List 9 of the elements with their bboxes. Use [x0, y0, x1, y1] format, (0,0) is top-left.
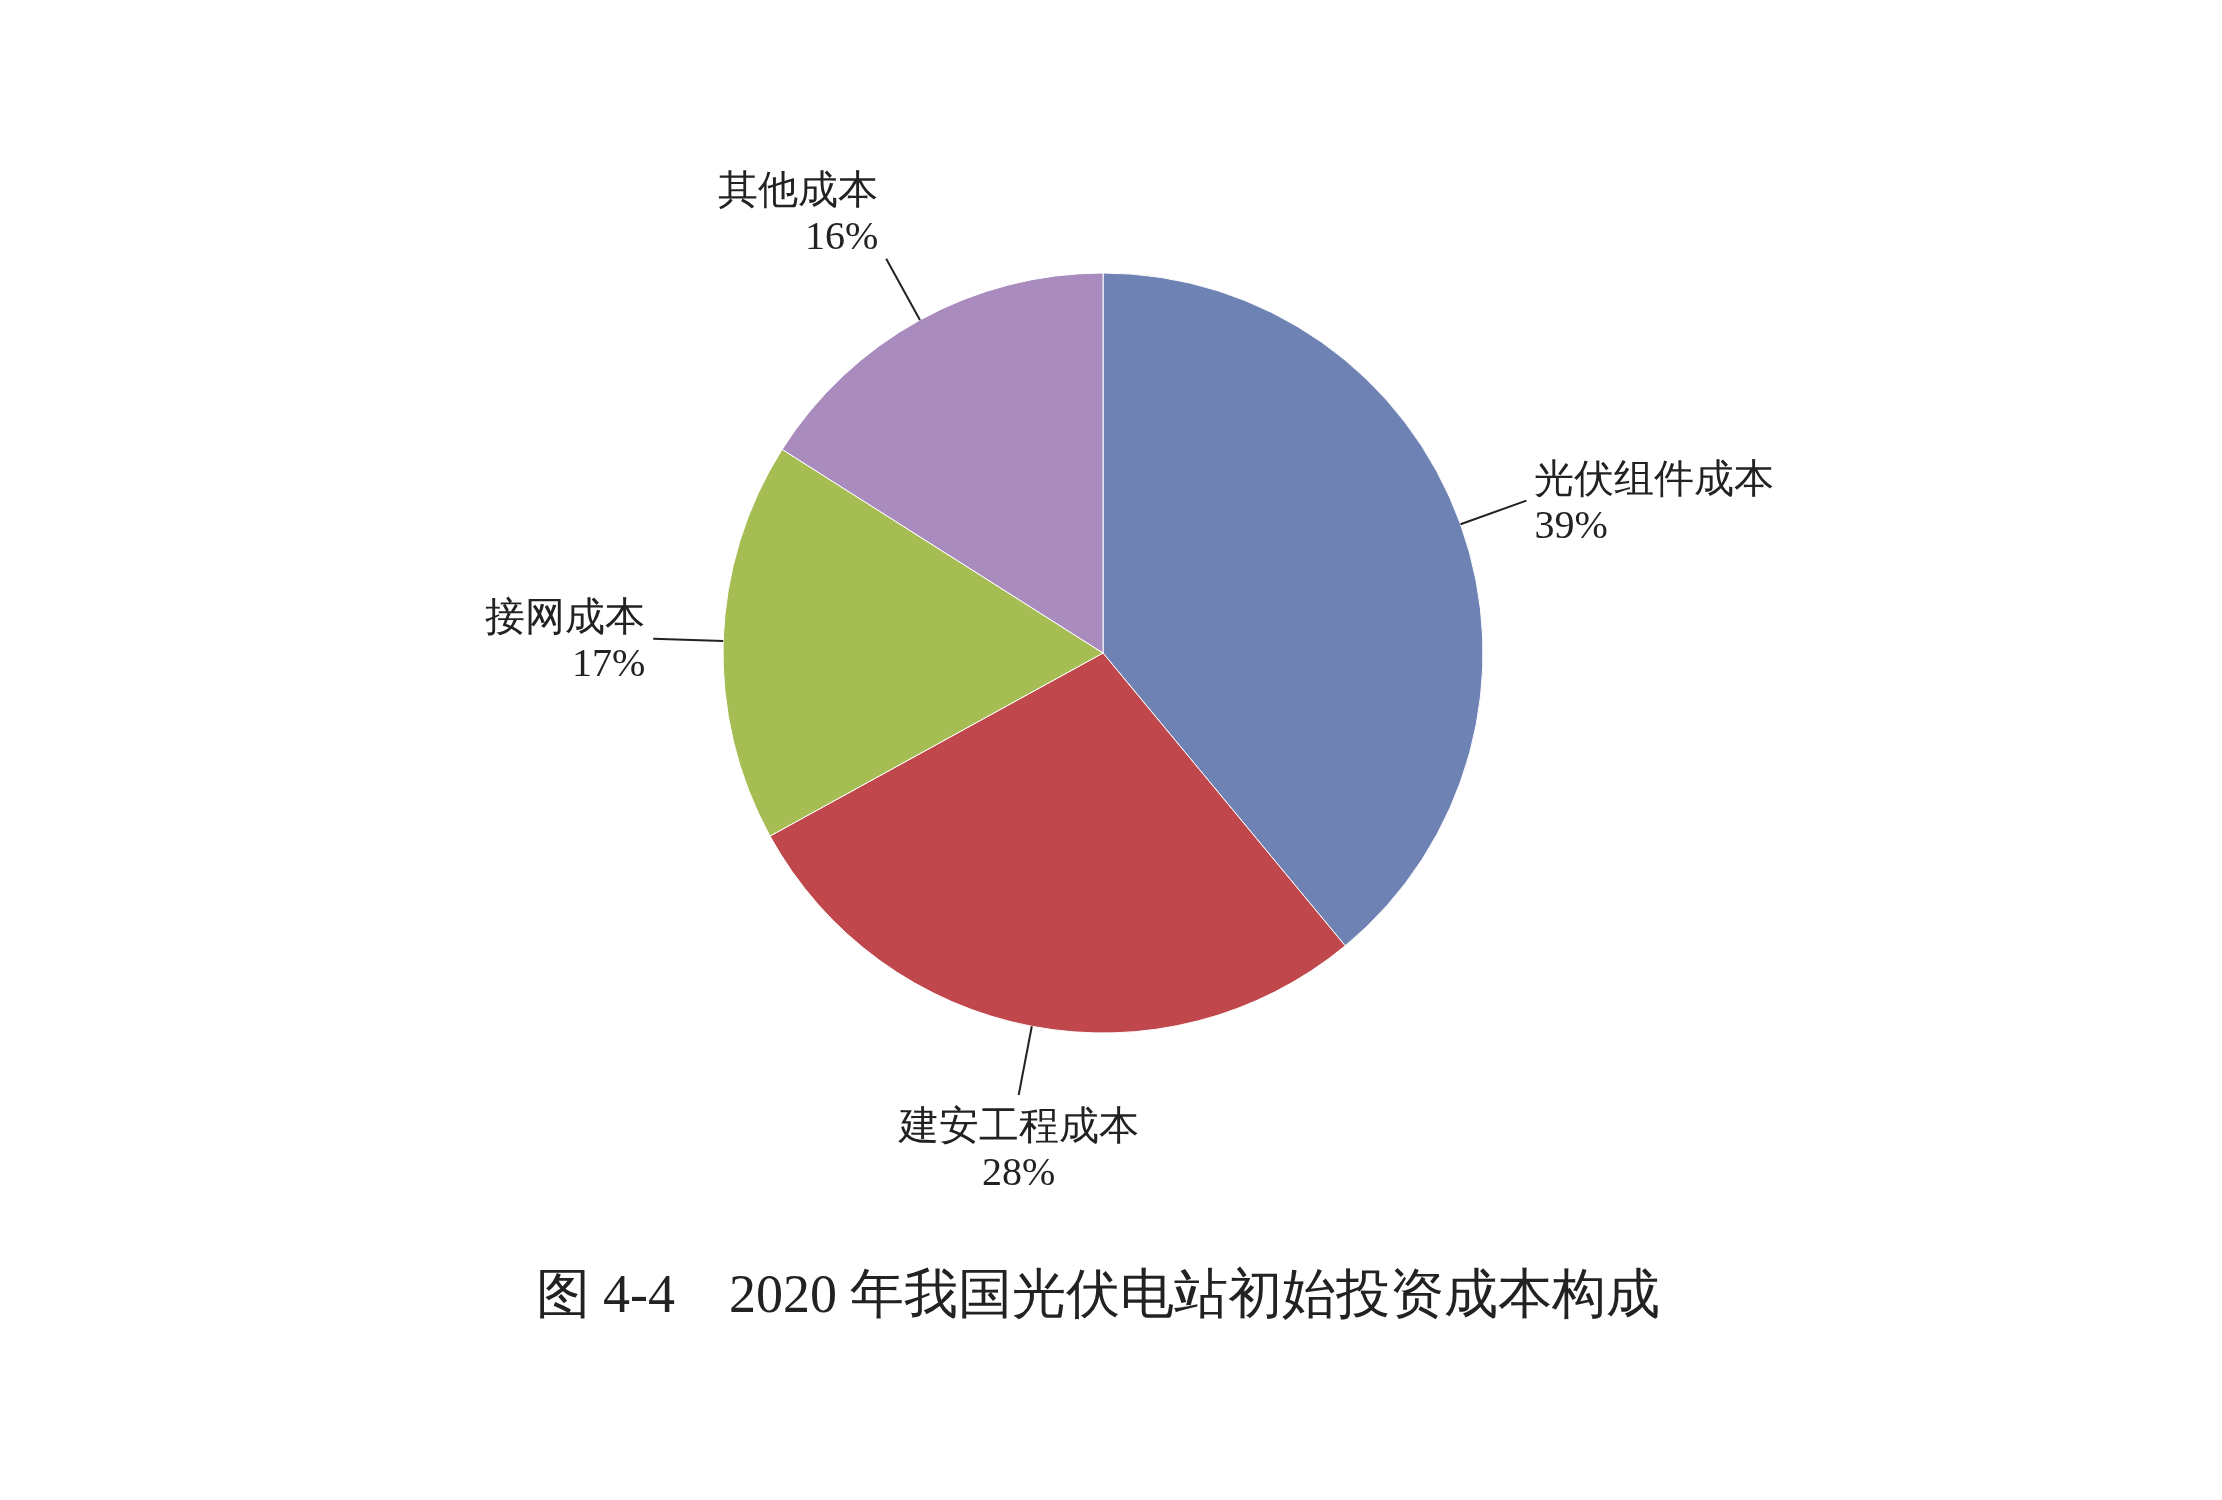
data-label: 28% — [982, 1149, 1056, 1195]
slice-label: 接网成本 — [485, 593, 646, 639]
data-label: 16% — [804, 212, 879, 258]
slice-label: 光伏组件成本 — [1534, 455, 1775, 501]
data-label: 39% — [1534, 501, 1608, 547]
slice-label: 建安工程成本 — [897, 1103, 1139, 1149]
data-label: 17% — [571, 639, 646, 685]
slice-label: 其他成本 — [718, 166, 879, 212]
text: 图 4-4 2020 年我国光伏电站初始投资成本构成 — [534, 1263, 1662, 1326]
